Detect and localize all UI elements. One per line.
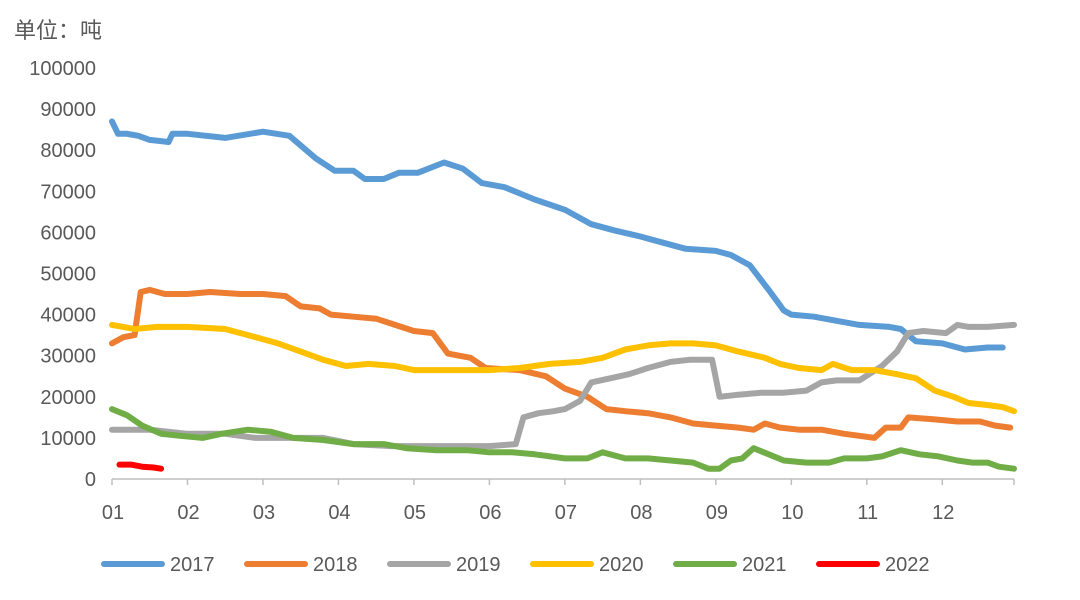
x-tick-label: 10 [781,502,803,524]
x-tick-label: 02 [177,502,199,524]
y-tick-label: 10000 [40,428,96,450]
legend-label-2018: 2018 [313,554,358,576]
y-tick-label: 80000 [40,140,96,162]
legend-label-2021: 2021 [742,554,787,576]
legend: 2017 2018 2019 2020 2021 2022 [101,554,930,576]
series-line-2018 [109,286,1014,441]
x-tick-label: 07 [555,502,577,524]
y-tick-label: 0 [85,469,96,491]
legend-label-2022: 2022 [885,554,930,576]
series-line-2021 [109,406,1017,472]
x-tick-label: 09 [706,502,728,524]
y-tick-label: 60000 [40,222,96,244]
series-line-2020 [109,321,1017,415]
legend-label-2017: 2017 [170,554,215,576]
legend-label-2019: 2019 [456,554,501,576]
y-tick-label: 50000 [40,264,96,286]
y-axis-ticks: 0 10000 20000 30000 40000 50000 60000 70000 8000… [29,58,96,491]
y-tick-label: 100000 [29,58,96,80]
x-axis-ticks: 01 02 03 04 05 06 07 08 09 10 11 12 [102,479,1015,524]
x-tick-label: 11 [857,502,878,524]
x-tick-label: 04 [328,502,350,524]
x-tick-label: 01 [102,502,124,524]
y-tick-label: 20000 [40,387,96,409]
x-tick-label: 06 [479,502,501,524]
legend-label-2020: 2020 [599,554,644,576]
series-lines [109,118,1017,472]
y-tick-label: 70000 [40,181,96,203]
y-tick-label: 90000 [40,99,96,121]
series-line-2022 [116,461,165,472]
x-tick-label: 03 [253,502,275,524]
series-line-2017 [109,118,1006,353]
unit-label: 单位：吨 [14,18,102,43]
x-tick-label: 05 [404,502,426,524]
y-tick-label: 40000 [40,305,96,327]
x-tick-label: 12 [932,502,954,524]
y-tick-label: 30000 [40,346,96,368]
x-tick-label: 08 [630,502,652,524]
